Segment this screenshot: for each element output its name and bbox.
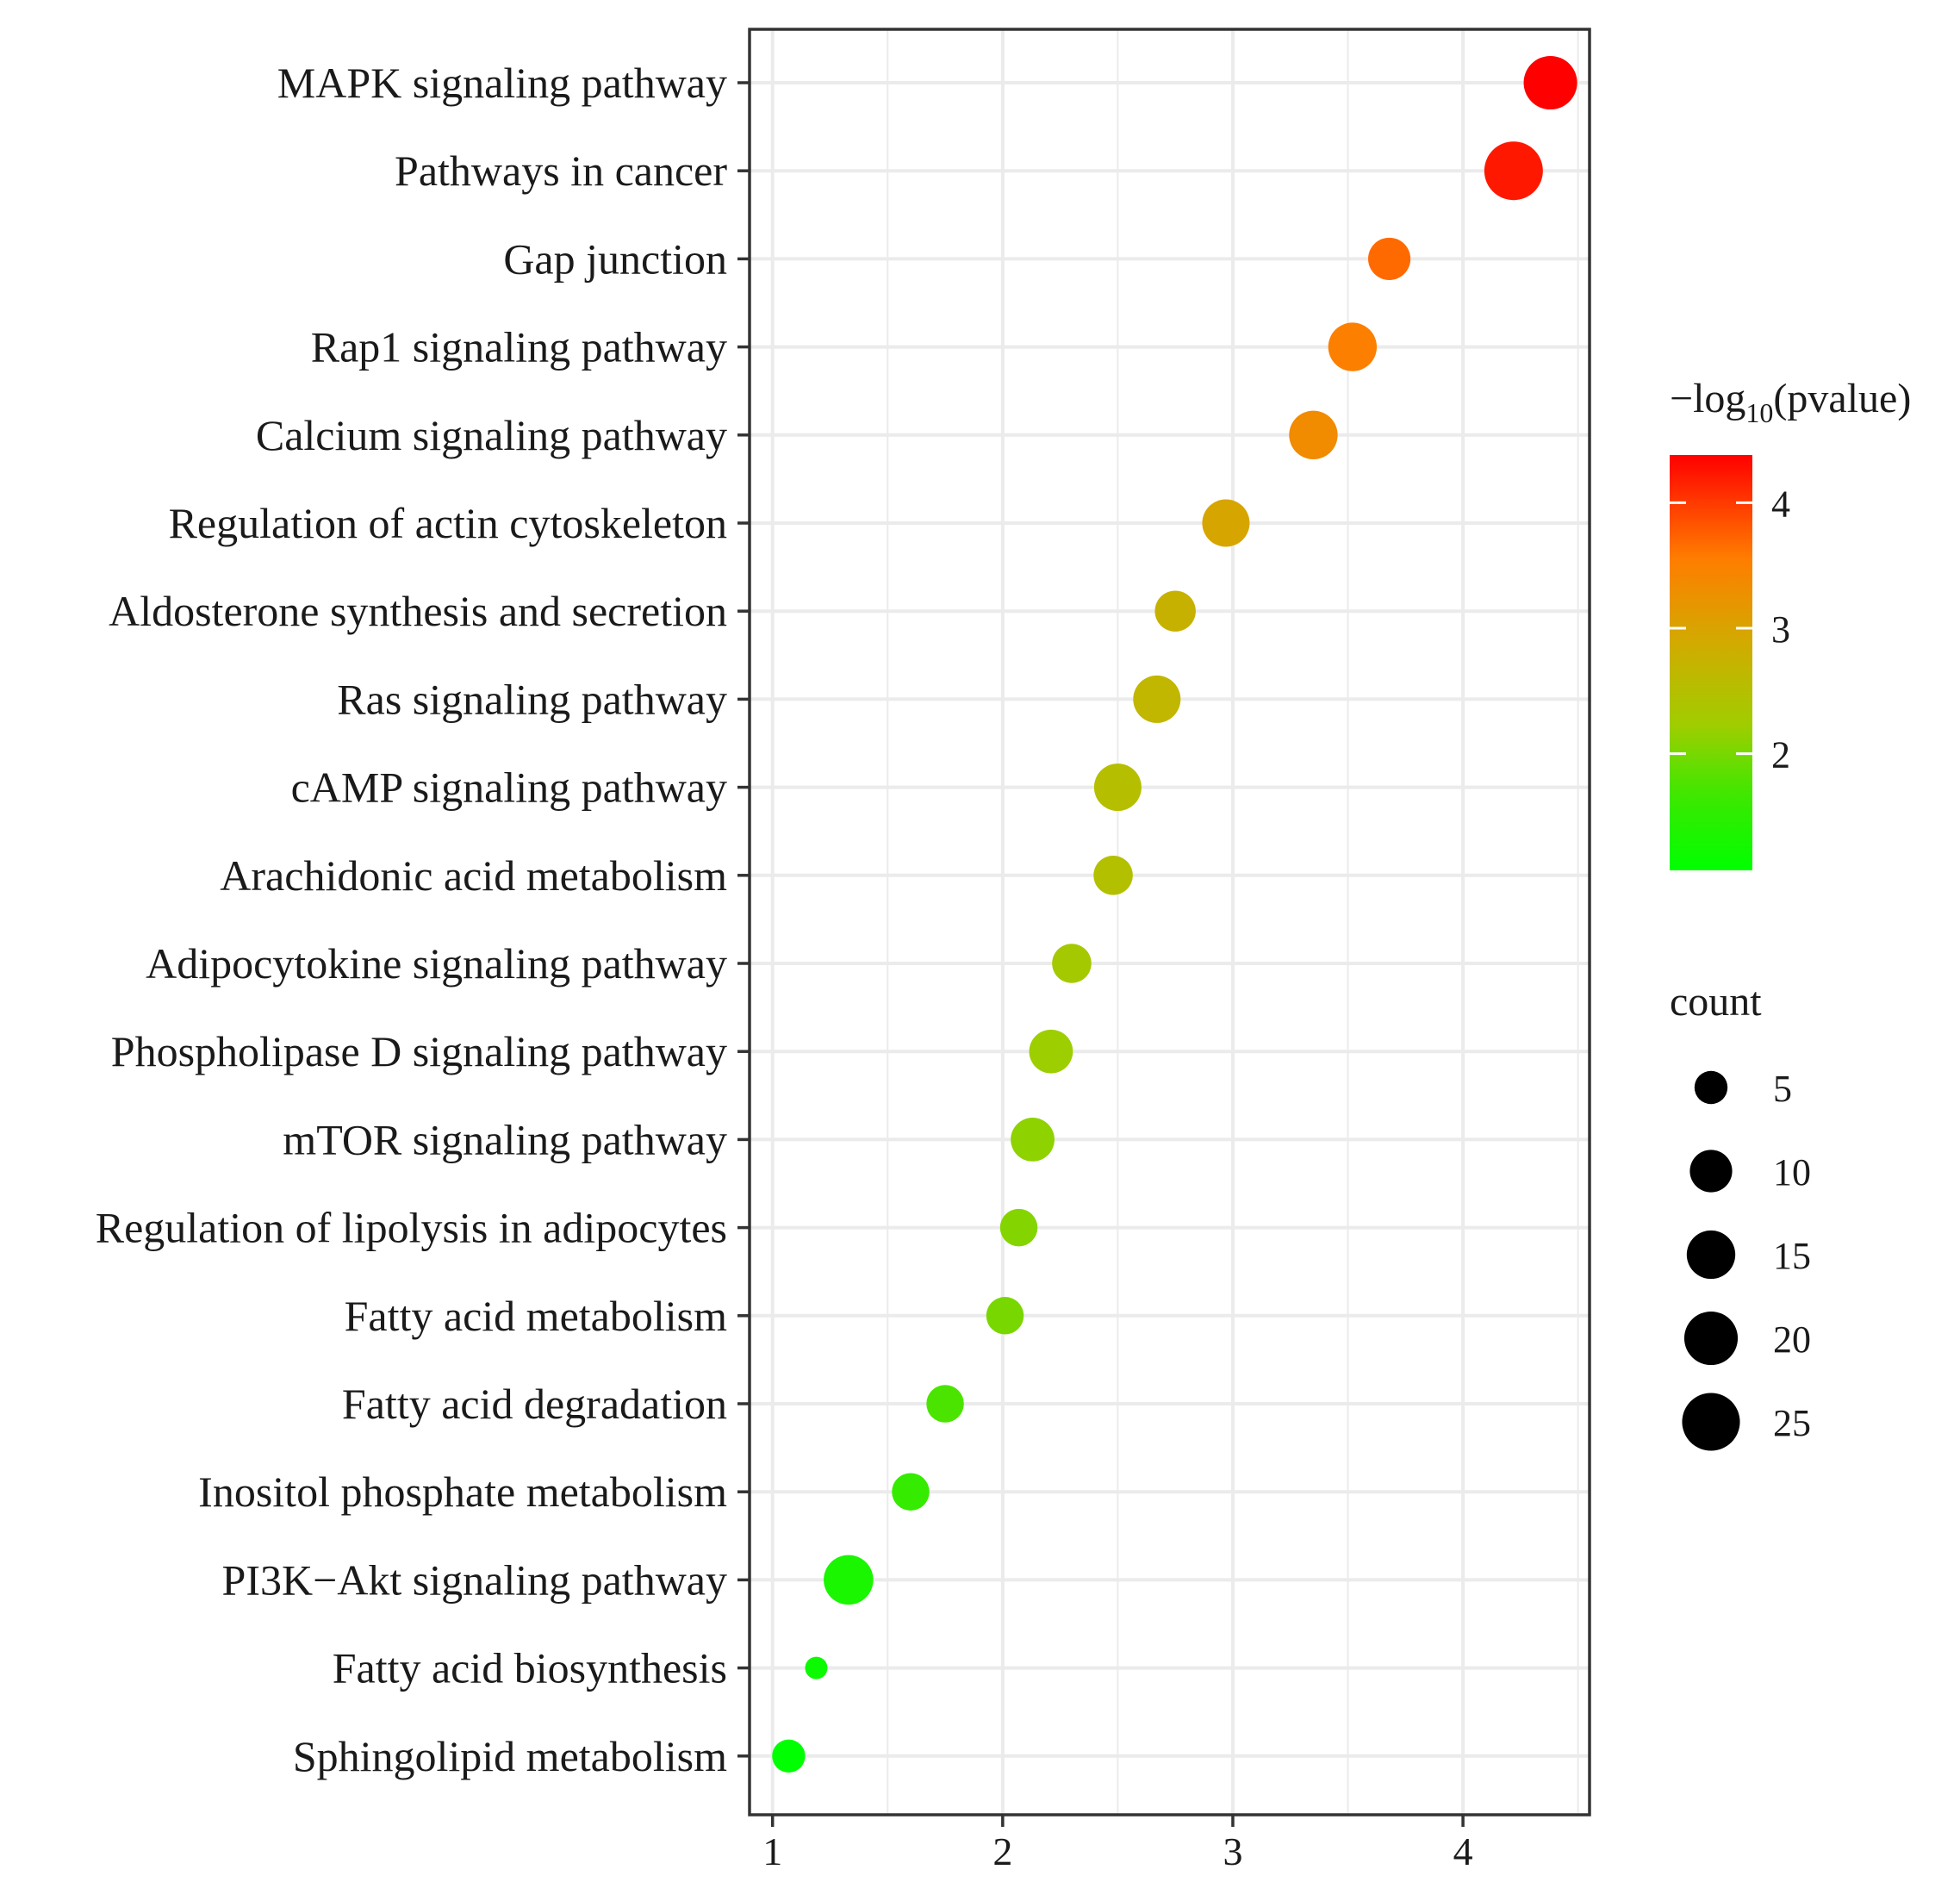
- size-legend: count 5 10 15 20 25: [1670, 979, 1811, 1451]
- y-tick-label: Phospholipase D signaling pathway: [111, 1027, 727, 1075]
- size-legend-label: 5: [1773, 1068, 1792, 1110]
- data-point: [999, 1208, 1038, 1247]
- data-point: [1289, 410, 1338, 459]
- color-legend: −log10(pvalue) 2 3 4: [1670, 376, 1911, 870]
- color-bar: [1670, 455, 1752, 870]
- y-tick-label: Arachidonic acid metabolism: [220, 851, 727, 900]
- x-axis: 1 2 3 4: [762, 1815, 1473, 1873]
- y-axis: MAPK signaling pathway Pathways in cancer…: [96, 59, 750, 1780]
- size-key: [1686, 1230, 1736, 1280]
- data-point: [1154, 590, 1196, 632]
- size-legend-label: 10: [1773, 1151, 1811, 1193]
- data-point: [1523, 55, 1577, 110]
- y-tick-label: Calcium signaling pathway: [256, 411, 727, 459]
- data-point: [1093, 763, 1142, 812]
- y-tick-label: Gap junction: [503, 234, 727, 283]
- y-tick-label: PI3K−Akt signaling pathway: [222, 1555, 727, 1604]
- x-tick-label: 3: [1223, 1829, 1242, 1873]
- panel-border: [748, 28, 1591, 1817]
- x-tick-label: 1: [762, 1829, 782, 1873]
- data-point: [824, 1555, 874, 1605]
- data-point: [1133, 675, 1181, 723]
- y-tick-label: Ras signaling pathway: [337, 675, 727, 723]
- y-tick-label: cAMP signaling pathway: [291, 763, 727, 812]
- data-point: [892, 1473, 930, 1511]
- y-tick-label: Inositol phosphate metabolism: [198, 1468, 727, 1516]
- y-tick-label: Aldosterone synthesis and secretion: [109, 587, 727, 635]
- y-tick-label: Regulation of actin cytoskeleton: [169, 499, 727, 547]
- data-point: [772, 1739, 806, 1773]
- data-point: [1052, 944, 1092, 983]
- size-legend-title: count: [1670, 979, 1762, 1025]
- data-point: [1011, 1118, 1055, 1162]
- x-tick-label: 2: [992, 1829, 1012, 1873]
- data-point: [1029, 1029, 1073, 1074]
- data-point: [1202, 499, 1250, 547]
- y-tick-label: mTOR signaling pathway: [283, 1115, 727, 1163]
- color-legend-title: −log10(pvalue): [1670, 376, 1911, 428]
- x-tick-label: 4: [1453, 1829, 1473, 1873]
- y-tick-label: Adipocytokine signaling pathway: [146, 939, 727, 988]
- size-legend-label: 20: [1773, 1318, 1811, 1361]
- data-point: [1328, 322, 1378, 371]
- plot-panel: [750, 29, 1590, 1815]
- size-key: [1683, 1311, 1739, 1366]
- y-tick-label: Fatty acid metabolism: [345, 1292, 727, 1340]
- data-point: [1368, 237, 1411, 280]
- data-point: [986, 1297, 1024, 1335]
- color-legend-label: 4: [1771, 483, 1790, 525]
- size-key: [1682, 1393, 1740, 1451]
- y-tick-label: Sphingolipid metabolism: [293, 1732, 727, 1780]
- y-tick-label: Fatty acid degradation: [342, 1380, 727, 1428]
- y-tick-label: Fatty acid biosynthesis: [333, 1644, 727, 1692]
- y-tick-label: Rap1 signaling pathway: [311, 323, 727, 371]
- color-legend-label: 2: [1771, 734, 1790, 776]
- y-tick-label: Pathways in cancer: [395, 146, 727, 195]
- size-key: [1694, 1070, 1728, 1105]
- y-tick-label: Regulation of lipolysis in adipocytes: [96, 1204, 727, 1252]
- data-point: [1484, 141, 1543, 201]
- data-point: [805, 1656, 828, 1679]
- data-point: [1093, 856, 1133, 895]
- data-points: [772, 55, 1577, 1773]
- size-legend-label: 25: [1773, 1402, 1811, 1444]
- color-legend-label: 3: [1771, 608, 1790, 651]
- data-point: [926, 1385, 964, 1423]
- size-key: [1689, 1150, 1733, 1193]
- y-tick-label: MAPK signaling pathway: [277, 59, 727, 107]
- size-legend-label: 15: [1773, 1235, 1811, 1277]
